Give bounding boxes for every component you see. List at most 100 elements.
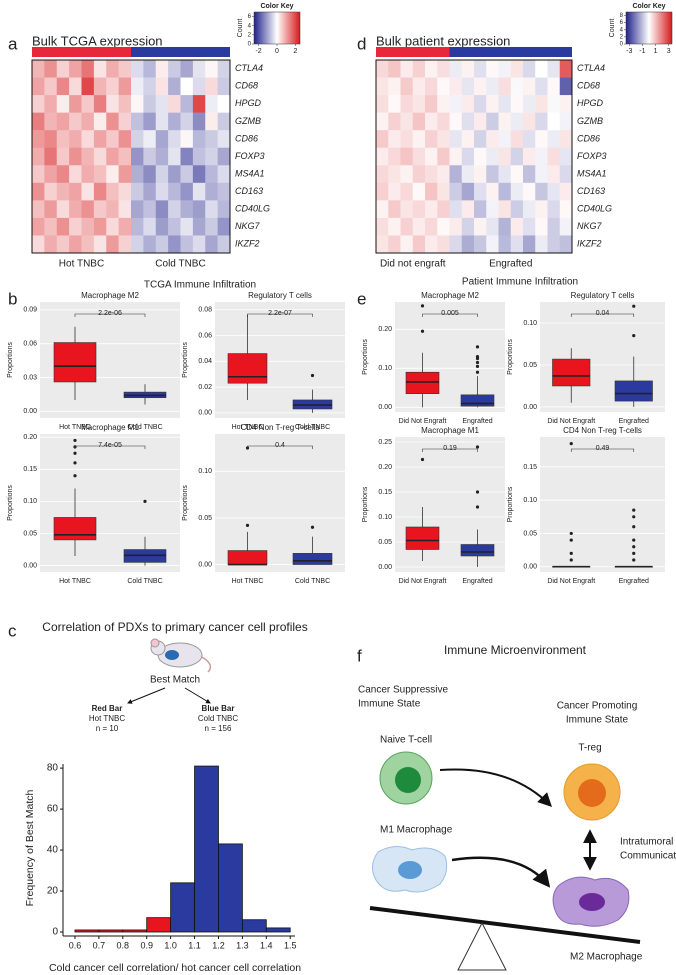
heatmap-cell [217,130,231,149]
histogram-bar [98,929,124,933]
heatmap-cell [180,130,194,149]
y-tick-label: 0.10 [523,320,537,327]
heatmap-cell [412,95,426,113]
heatmap-cell [217,235,231,254]
heatmap-cell [437,95,450,113]
heatmap-cell [143,77,157,96]
heatmap-cell [155,235,169,254]
heatmap-cell [168,182,181,201]
row-label: HPGD [577,98,604,108]
y-tick-label: 0.05 [523,362,537,369]
heatmap-cell [376,60,389,78]
heatmap-cell [205,147,218,166]
key-tick-label: 2 [248,32,252,38]
heatmap-cell [56,182,70,201]
y-tick-label: 80 [47,763,59,774]
heatmap-cell [400,60,414,78]
label: Immune State [566,715,629,726]
heatmap-cell [32,77,45,96]
outlier [569,442,573,446]
bracket [570,313,635,317]
heatmap-cell [93,77,107,96]
color-key-title: Color Key [260,3,293,10]
heatmap-cell [168,60,181,78]
heatmap-cell [180,217,194,236]
heatmap-cell [155,60,169,78]
x-tick-label: Did Not Engraft [399,578,447,585]
group-bar [376,47,450,57]
heatmap-cell [131,130,144,149]
heatmap-cell [412,112,426,131]
box [405,371,440,394]
p-value: 2.2e-06 [98,310,122,317]
row-label: CTLA4 [577,63,605,73]
arrow [439,768,552,807]
heatmap-cell [180,112,194,131]
heatmap-cell [44,200,58,219]
heatmap-cell [131,217,144,236]
key-tick-label: -1 [639,48,645,55]
y-tick-label: 0.10 [378,514,392,521]
heatmap-cell [376,182,389,201]
heatmap-cell [547,235,561,254]
heatmap-cell [155,165,169,184]
bracket [247,313,313,317]
heatmap-cell [106,217,119,236]
heatmap-cell [486,200,499,219]
heatmap-cell [81,95,95,113]
heatmap-cell [474,235,487,254]
outlier [632,525,636,529]
heatmap-cell [93,112,107,131]
heatmap-cell [118,95,132,113]
outlier [632,538,636,542]
heatmap-cell [535,130,548,149]
heatmap-cell [474,200,487,219]
heatmap-cell [69,217,82,236]
heatmap-cell [106,60,119,78]
y-tick-label: 0.00 [378,564,392,571]
heatmap-cell [131,77,144,96]
heatmap-cell [547,60,561,78]
heatmap-cell [535,182,548,201]
row-label: CD163 [235,186,263,196]
heatmap-cell [143,147,157,166]
heatmap-cell [474,60,487,78]
heatmap-cell [388,112,401,131]
y-tick-label: 60 [47,804,59,815]
heatmap-cell [449,112,463,131]
key-tick-label: 3 [667,48,671,55]
label: Intratumoral [620,837,673,848]
annotation: Cold TNBC [198,714,239,723]
heatmap-cell [486,182,499,201]
heatmap-cell [388,235,401,254]
heatmap-cell [205,200,218,219]
heatmap-cell [461,217,475,236]
y-tick-label: 0.05 [23,530,37,537]
heatmap-cell [376,77,389,96]
x-tick-label: Did Not Engraft [547,418,595,425]
nucleus [395,767,421,793]
heatmap-cell [523,147,536,166]
histogram-bar [122,929,148,933]
heatmap-cell [510,130,524,149]
y-tick-label: 0 [52,927,58,938]
y-tick-label: 0.15 [378,489,392,496]
heatmap-cell [523,235,536,254]
heatmap-cell [486,165,499,184]
heatmap-cell [106,200,119,219]
heatmap-cell [425,60,438,78]
heatmap-cell [180,165,194,184]
y-tick-label: 0.00 [198,410,212,417]
heatmap-cell [547,77,561,96]
outlier [569,538,573,542]
heatmap-cell [535,112,548,131]
heatmap-cell [474,165,487,184]
heatmap-cell [44,235,58,254]
heatmap-cell [412,130,426,149]
y-axis-label: Frequency of Best Match [24,789,36,906]
heatmap-cell [461,147,475,166]
heatmap-cell [498,235,512,254]
y-tick-label: 0.00 [378,404,392,411]
heatmap-cell [437,130,450,149]
p-value: 0.04 [596,310,610,317]
